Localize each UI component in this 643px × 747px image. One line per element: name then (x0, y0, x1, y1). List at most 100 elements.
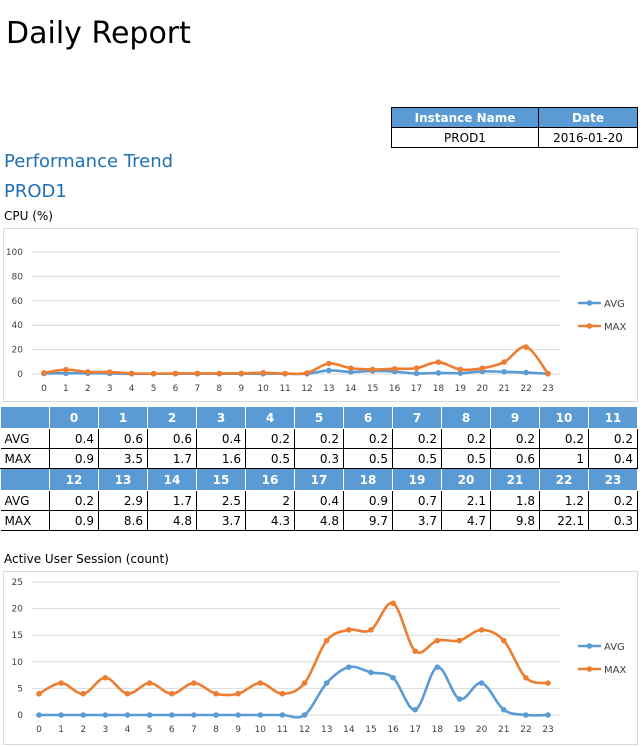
hour-header: 11 (588, 406, 638, 429)
instance-name-header: Instance Name (391, 107, 539, 128)
table-cell: 1.7 (147, 448, 197, 469)
table-cell: 0.5 (245, 448, 295, 469)
cpu-y-tick-label: 40 (12, 321, 24, 331)
table-row: AVG 0.4 0.6 0.6 0.4 0.2 0.2 0.2 0.2 0.2 0.2 0.2 0.2 (0, 428, 638, 449)
table-cell: 3.7 (196, 510, 246, 531)
sessions-data-point-max (412, 648, 419, 654)
sessions-x-tick-label: 12 (299, 725, 310, 735)
sessions-data-point-max (523, 674, 529, 681)
sessions-data-point-max (235, 690, 241, 697)
sessions-data-point-max (213, 690, 219, 697)
cpu-x-tick-label: 15 (367, 384, 378, 394)
table-cell: 4.7 (441, 510, 491, 531)
sessions-x-tick-label: 0 (36, 725, 42, 735)
hour-header: 14 (147, 468, 197, 491)
table-cell: 0.2 (392, 428, 442, 449)
cpu-x-tick-label: 20 (477, 384, 489, 394)
cpu-x-tick-label: 23 (542, 384, 553, 394)
cpu-label: CPU (%) (4, 209, 53, 223)
sessions-data-point-max (36, 690, 42, 697)
table-cell: 22.1 (539, 510, 589, 531)
table-row: MAX 0.9 3.5 1.7 1.6 0.5 0.3 0.5 0.5 0.5 0.6 1 0.4 (0, 448, 638, 469)
hour-header: 12 (49, 468, 99, 491)
cpu-legend-label-avg: AVG (604, 299, 625, 310)
hour-header: 7 (392, 406, 442, 429)
sessions-data-point-avg (235, 712, 241, 718)
sessions-data-point-avg (545, 712, 551, 718)
cpu-data-point-max (85, 369, 91, 375)
table-cell: 0.9 (343, 490, 393, 511)
instance-heading: PROD1 (4, 181, 67, 202)
sessions-y-tick-label: 10 (12, 658, 24, 668)
table-cell: 0.7 (392, 490, 442, 511)
table-cell: 0.2 (441, 428, 491, 449)
hour-header: 3 (196, 406, 246, 429)
sessions-data-point-max (390, 600, 396, 607)
hour-header: 17 (294, 468, 344, 491)
cpu-y-tick-label: 80 (12, 272, 24, 282)
date-header: Date (538, 107, 638, 128)
sessions-data-point-max (102, 674, 109, 681)
cpu-data-point-max (523, 344, 529, 350)
hour-header: 19 (392, 468, 442, 491)
sessions-data-point-avg (323, 680, 330, 686)
sessions-data-point-max (478, 627, 485, 633)
cpu-data-point-max (369, 366, 376, 373)
table-cell: 8.6 (98, 510, 148, 531)
sessions-data-point-avg (124, 712, 131, 718)
sessions-x-tick-label: 19 (454, 725, 466, 735)
table-cell: 0.3 (588, 510, 638, 531)
sessions-x-tick-label: 6 (169, 725, 175, 735)
hour-header: 13 (98, 468, 148, 491)
sessions-y-tick-label: 15 (12, 631, 23, 641)
hour-header: 2 (147, 406, 197, 429)
sessions-data-point-avg (500, 706, 507, 713)
sessions-x-tick-label: 7 (191, 725, 197, 735)
sessions-data-point-avg (80, 712, 87, 718)
sessions-data-point-avg (168, 712, 175, 718)
table-row: AVG 0.2 2.9 1.7 2.5 2 0.4 0.9 0.7 2.1 1.8 1.2 0.2 (0, 490, 638, 511)
table-cell: 2.9 (98, 490, 148, 511)
cpu-x-tick-label: 2 (85, 384, 91, 394)
cpu-data-point-max (413, 365, 420, 371)
cpu-data-point-avg (435, 370, 442, 376)
table-cell: 0.4 (294, 490, 344, 511)
sessions-data-point-max (456, 637, 463, 644)
sessions-x-tick-label: 11 (277, 725, 288, 735)
table-cell: 0.2 (539, 428, 589, 449)
sessions-x-tick-label: 9 (235, 725, 241, 735)
sessions-data-point-max (146, 680, 153, 686)
hour-header: 21 (490, 468, 540, 491)
sessions-data-point-avg (523, 712, 529, 718)
cpu-data-point-max (282, 370, 288, 377)
cpu-x-tick-label: 13 (323, 384, 334, 394)
table-cell: 0.6 (490, 448, 540, 469)
table-cell: 0.2 (588, 428, 638, 449)
sessions-data-point-max (323, 637, 330, 644)
table-cell: 0.2 (343, 428, 393, 449)
hour-header: 4 (245, 406, 295, 429)
cpu-series-line-max (43, 345, 550, 376)
sessions-data-point-max (368, 627, 374, 633)
table-cell: 9.8 (490, 510, 540, 531)
cpu-x-tick-label: 17 (411, 384, 422, 394)
table-cell: 0.6 (98, 428, 148, 449)
table-cell: 1.6 (196, 448, 246, 469)
sessions-x-tick-label: 17 (409, 725, 420, 735)
cpu-x-tick-label: 12 (301, 384, 312, 394)
cpu-x-tick-label: 5 (151, 384, 157, 394)
table-cell: 1.7 (147, 490, 197, 511)
cpu-data-point-max (545, 370, 551, 377)
table-corner-cell (0, 406, 50, 429)
cpu-y-tick-label: 0 (17, 370, 23, 380)
table-cell: 3.5 (98, 448, 148, 469)
cpu-data-point-avg (413, 370, 420, 377)
table-cell: 0.4 (196, 428, 246, 449)
cpu-data-point-max (172, 370, 179, 377)
table-cell: 1.2 (539, 490, 589, 511)
cpu-data-point-max (304, 370, 310, 376)
cpu-data-point-max (238, 370, 245, 377)
table-cell: 4.8 (147, 510, 197, 531)
hour-header: 18 (343, 468, 393, 491)
